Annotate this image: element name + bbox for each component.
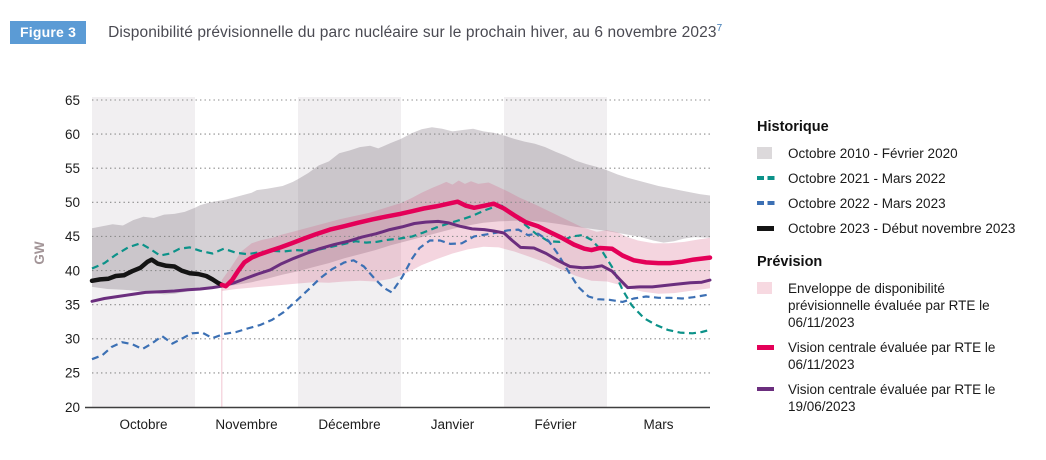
- legend-item-historical-range: Octobre 2010 - Février 2020: [757, 145, 1025, 162]
- y-tick-label: 65: [65, 93, 80, 108]
- figure-title: Disponibilité prévisionnelle du parc nuc…: [108, 22, 723, 42]
- y-axis-title: GW: [32, 241, 47, 265]
- series-vision-centrale-rte-06-11-2023: [219, 199, 713, 289]
- legend-item-label: Octobre 2010 - Février 2020: [788, 146, 958, 161]
- historique-octobre-2010-fevrier-2020-band: [92, 127, 710, 295]
- series-octobre-2021-mars-2022: [91, 204, 711, 335]
- y-tick-label: 35: [65, 297, 80, 312]
- y-tick-label: 25: [65, 366, 80, 381]
- legend-item-label: Octobre 2021 - Mars 2022: [788, 171, 946, 186]
- month-label: Janvier: [431, 417, 475, 432]
- y-tick-label: 45: [65, 229, 80, 244]
- enveloppe-disponibilite-rte-06-11-2023-band: [221, 180, 711, 294]
- legend-item-enveloppe: Enveloppe de disponibilité prévisionnell…: [757, 280, 1025, 331]
- figure-header: Figure 3 Disponibilité prévisionnelle du…: [10, 21, 722, 44]
- month-label: Février: [534, 417, 577, 432]
- legend-item-vision-1906: Vision centrale évaluée par RTE le 19/06…: [757, 381, 1025, 415]
- month-label: Novembre: [215, 417, 277, 432]
- y-tick-label: 60: [65, 127, 80, 142]
- legend-item-label: Vision centrale évaluée par RTE le 19/06…: [788, 382, 996, 414]
- x-axis-labels: Octobre Novembre Décembre Janvier Février Mar…: [119, 417, 673, 432]
- red-line-swatch: [757, 339, 788, 373]
- legend-section-prevision: Prévision: [757, 254, 823, 270]
- legend-item-label: Vision centrale évaluée par RTE le 06/11…: [788, 340, 996, 372]
- y-tick-label: 20: [65, 400, 80, 415]
- dashed-blue-line-swatch: [757, 195, 788, 212]
- legend-section-historique: Historique: [757, 119, 829, 135]
- month-label: Décembre: [318, 417, 380, 432]
- figure-badge: Figure 3: [10, 21, 87, 44]
- series-vision-centrale-rte-19-06-2023: [90, 219, 712, 303]
- y-tick-label: 55: [65, 161, 80, 176]
- purple-line-swatch: [757, 381, 788, 415]
- month-label: Octobre: [119, 417, 167, 432]
- forecast-envelope-swatch: [757, 280, 788, 331]
- legend-item-2021-2022: Octobre 2021 - Mars 2022: [757, 170, 1025, 187]
- legend-item-2022-2023: Octobre 2022 - Mars 2023: [757, 195, 1025, 212]
- legend-item-label: Octobre 2022 - Mars 2023: [788, 196, 946, 211]
- dashed-teal-line-swatch: [757, 170, 788, 187]
- month-label: Mars: [644, 417, 674, 432]
- y-tick-label: 30: [65, 332, 80, 347]
- legend-item-label: Octobre 2023 - Début novembre 2023: [788, 221, 1016, 236]
- legend-item-vision-0611: Vision centrale évaluée par RTE le 06/11…: [757, 339, 1025, 373]
- black-line-swatch: [757, 220, 788, 237]
- legend-item-label: Enveloppe de disponibilité prévisionnell…: [788, 281, 990, 330]
- footnote-marker: 7: [716, 22, 723, 34]
- historical-range-swatch: [757, 145, 788, 162]
- series-octobre-2023-debut-novembre-2023: [89, 257, 225, 288]
- figure-title-text: Disponibilité prévisionnelle du parc nuc…: [108, 23, 717, 41]
- y-tick-label: 40: [65, 263, 80, 278]
- y-axis-labels: 20 25 30 35 40 45 50 55 60 65: [65, 93, 80, 415]
- y-tick-label: 50: [65, 195, 80, 210]
- legend-item-2023: Octobre 2023 - Début novembre 2023: [757, 220, 1025, 237]
- chart-legend: Historique Octobre 2010 - Février 2020 O…: [757, 119, 1025, 423]
- series-octobre-2022-mars-2023: [91, 228, 711, 361]
